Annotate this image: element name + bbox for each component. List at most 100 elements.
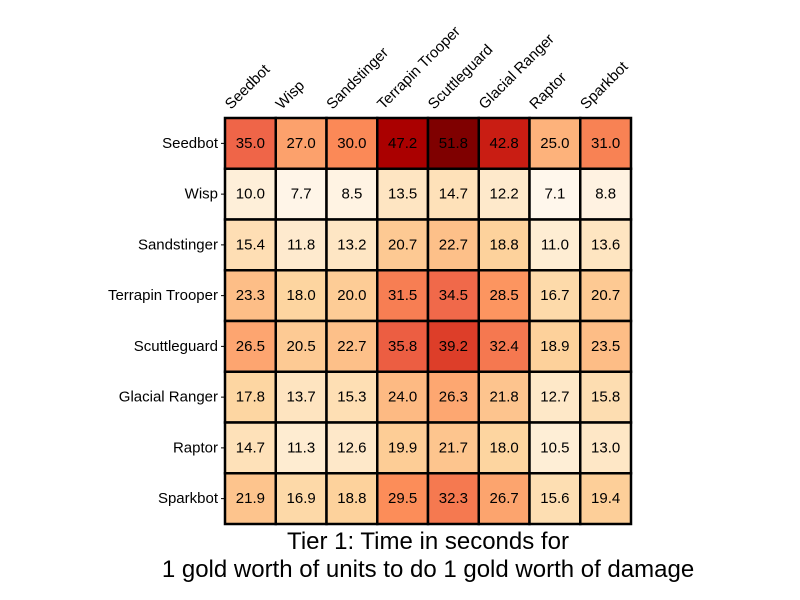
chart-title-line-2: 1 gold worth of units to do 1 gold worth…: [162, 556, 694, 583]
cell-value-label: 19.9: [388, 439, 417, 456]
cell-value-label: 18.8: [490, 236, 519, 253]
heatmap-cell: [376, 218, 430, 272]
cell-value-label: 23.3: [236, 287, 265, 304]
cell-value-label: 11.8: [287, 236, 315, 253]
cell-value-label: 21.9: [236, 490, 265, 507]
cell-value-label: 16.9: [287, 490, 316, 507]
cell-value-label: 13.5: [388, 186, 417, 203]
cell-value-label: 13.0: [591, 439, 620, 456]
cell-value-label: 8.5: [341, 186, 362, 203]
cell-value-label: 12.2: [490, 186, 519, 203]
heatmap-cells: 35.0 27.0 30.0 47.2 51.8 42.8 25.0 31.0 10.0 7.7 8…: [223, 116, 633, 526]
cell-value-label: 8.8: [595, 186, 616, 203]
cell-value-label: 32.3: [439, 490, 468, 507]
cell-value-label: 35.0: [236, 135, 265, 152]
cell-value-label: 14.7: [439, 186, 468, 203]
heatmap-cell: [579, 472, 633, 526]
heatmap-cell: [325, 218, 379, 272]
cell-value-label: 23.5: [591, 338, 620, 355]
heatmap-cell: [426, 319, 480, 373]
y-tick-label: Wisp: [185, 186, 218, 203]
heatmap-cell: [426, 269, 480, 323]
cell-value-label: 20.0: [337, 287, 366, 304]
cell-value-label: 22.7: [439, 236, 468, 253]
cell-value-label: 11.0: [541, 236, 569, 253]
cell-value-label: 12.7: [540, 389, 569, 406]
cell-value-label: 15.3: [337, 389, 366, 406]
heatmap-cell: [528, 421, 582, 475]
heatmap-cell: [579, 370, 633, 424]
heatmap-cell: [579, 167, 633, 221]
cell-value-label: 21.8: [490, 389, 519, 406]
heatmap-cell: [426, 472, 480, 526]
cell-value-label: 15.8: [591, 389, 620, 406]
cell-value-label: 25.0: [540, 135, 569, 152]
cell-value-label: 18.9: [540, 338, 569, 355]
cell-value-label: 31.0: [591, 135, 620, 152]
y-tick-label: Sparkbot: [158, 490, 219, 507]
heatmap-cell: [274, 167, 328, 221]
cell-value-label: 10.0: [236, 186, 265, 203]
cell-value-label: 24.0: [388, 389, 417, 406]
x-tick-label: Sparkbot: [577, 58, 632, 113]
cell-value-label: 13.2: [337, 236, 366, 253]
heatmap-cell: [477, 370, 531, 424]
y-tick-label: Raptor: [173, 439, 218, 456]
cell-value-label: 27.0: [287, 135, 316, 152]
cell-value-label: 14.7: [236, 439, 265, 456]
heatmap-cell: [325, 421, 379, 475]
cell-value-label: 21.7: [439, 439, 468, 456]
cell-value-label: 34.5: [439, 287, 468, 304]
y-tick-label: Scuttleguard: [134, 338, 218, 355]
y-tick-label: Terrapin Trooper: [108, 287, 218, 304]
cell-value-label: 18.0: [490, 439, 519, 456]
cell-value-label: 13.7: [287, 389, 316, 406]
cell-value-label: 42.8: [490, 135, 519, 152]
cell-value-label: 18.0: [287, 287, 316, 304]
heatmap-cell: [325, 269, 379, 323]
heatmap-cell: [528, 269, 582, 323]
cell-value-label: 12.6: [337, 439, 366, 456]
y-axis-labels: Seedbot Wisp Sandstinger Terrapin Trooper Sc…: [108, 135, 225, 507]
cell-value-label: 35.8: [388, 338, 417, 355]
cell-value-label: 7.1: [544, 186, 565, 203]
heatmap-cell: [376, 319, 430, 373]
cell-value-label: 26.5: [236, 338, 265, 355]
cell-value-label: 7.7: [291, 186, 312, 203]
cell-value-label: 51.8: [439, 135, 468, 152]
cell-value-label: 11.3: [287, 439, 315, 456]
cell-value-label: 20.5: [287, 338, 316, 355]
cell-value-label: 15.6: [540, 490, 569, 507]
x-tick-label: Terrapin Trooper: [374, 23, 464, 113]
cell-value-label: 13.6: [591, 236, 620, 253]
x-tick-label: Seedbot: [222, 61, 274, 113]
x-tick-label: Wisp: [273, 77, 309, 113]
heatmap-cell: [528, 218, 582, 272]
cell-value-label: 20.7: [591, 287, 620, 304]
heatmap-cell: [579, 218, 633, 272]
cell-value-label: 10.5: [540, 439, 569, 456]
heatmap-cell: [325, 472, 379, 526]
cell-value-label: 31.5: [388, 287, 417, 304]
heatmap-cell: [477, 472, 531, 526]
heatmap-cell: [477, 421, 531, 475]
heatmap-cell: [426, 370, 480, 424]
cell-value-label: 29.5: [388, 490, 417, 507]
y-tick-label: Glacial Ranger: [119, 389, 218, 406]
cell-value-label: 26.3: [439, 389, 468, 406]
heatmap-cell: [579, 116, 633, 170]
heatmap-cell: [376, 472, 430, 526]
cell-value-label: 20.7: [388, 236, 417, 253]
cell-value-label: 17.8: [236, 389, 265, 406]
cell-value-label: 32.4: [490, 338, 519, 355]
cell-value-label: 26.7: [490, 490, 519, 507]
cell-value-label: 22.7: [337, 338, 366, 355]
chart-title-line-1: Tier 1: Time in seconds for: [287, 528, 569, 555]
cell-value-label: 16.7: [540, 287, 569, 304]
cell-value-label: 28.5: [490, 287, 519, 304]
y-tick-label: Seedbot: [162, 135, 219, 152]
y-tick-label: Sandstinger: [138, 236, 218, 253]
cell-value-label: 18.8: [337, 490, 366, 507]
cell-value-label: 47.2: [388, 135, 417, 152]
